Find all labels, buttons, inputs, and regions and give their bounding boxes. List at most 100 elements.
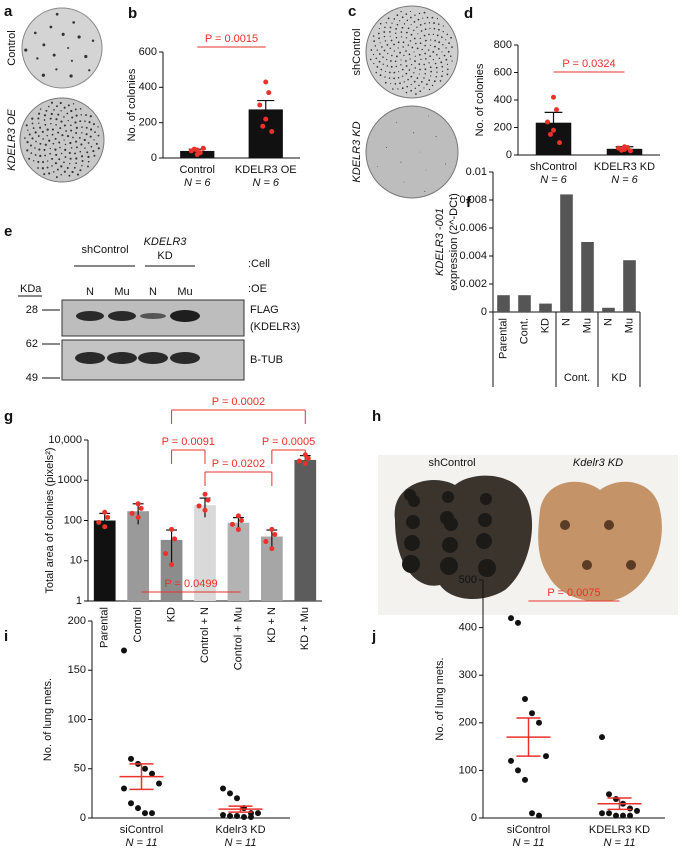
data-point	[545, 119, 550, 125]
colony	[79, 107, 82, 110]
y-tick-label: 400	[494, 94, 512, 106]
colony	[393, 77, 396, 80]
colony	[425, 169, 427, 171]
colony	[386, 58, 388, 61]
group-label: Cont.	[564, 372, 590, 384]
y-axis-label: KDELR3 -001	[434, 208, 446, 276]
colony	[39, 126, 42, 129]
colony	[60, 110, 62, 112]
data-point	[129, 510, 135, 516]
p-value: P = 0.0499	[164, 578, 217, 590]
bar	[194, 505, 216, 601]
colony	[34, 131, 37, 134]
data-point	[202, 491, 208, 497]
colony	[75, 146, 78, 149]
lane-label: Mu	[177, 286, 192, 298]
data-point	[536, 812, 542, 819]
colony	[408, 53, 411, 56]
colony	[72, 21, 75, 24]
colony	[87, 165, 89, 168]
plate	[21, 7, 103, 89]
colony	[49, 152, 51, 155]
colony	[31, 122, 34, 125]
colony	[414, 67, 416, 69]
colony	[413, 80, 416, 83]
colony	[95, 142, 98, 145]
y-tick-label: 1000	[58, 474, 82, 486]
colony	[52, 53, 56, 57]
colony	[379, 74, 382, 77]
colony	[382, 56, 384, 58]
colony	[395, 37, 398, 39]
colony	[42, 138, 44, 140]
colony	[424, 68, 427, 71]
colony	[445, 47, 447, 49]
colony	[51, 165, 53, 167]
colony	[37, 167, 39, 169]
y-tick-label: 0	[471, 812, 477, 824]
colony	[413, 51, 415, 53]
colony	[24, 48, 28, 52]
data-point	[529, 810, 535, 817]
data-point	[142, 810, 148, 817]
colony	[419, 90, 422, 93]
p-value: P = 0.0075	[547, 587, 600, 599]
data-point	[263, 79, 269, 85]
colony	[427, 49, 430, 51]
colony	[56, 168, 59, 171]
colony	[442, 43, 444, 46]
colony	[424, 39, 427, 42]
colony	[385, 22, 388, 24]
data-point	[200, 145, 206, 151]
colony	[32, 160, 35, 162]
data-point	[105, 514, 111, 520]
colony	[60, 165, 63, 168]
colony	[418, 84, 420, 87]
y-tick-label: 0.004	[459, 250, 487, 262]
band	[107, 352, 137, 364]
image-label: shControl	[428, 457, 475, 469]
colony	[435, 75, 438, 78]
y-tick-label: 200	[494, 121, 512, 133]
x-tick-label: Control + N	[199, 607, 211, 663]
data-point	[169, 562, 175, 568]
colony	[401, 36, 403, 38]
colony	[447, 50, 450, 53]
x-tick-label: siControl	[120, 824, 163, 836]
colony	[376, 49, 378, 51]
colony	[445, 58, 448, 61]
colony	[63, 161, 65, 164]
nodule	[444, 517, 458, 531]
colony	[431, 16, 434, 19]
colony	[441, 65, 444, 68]
colony	[389, 26, 392, 29]
colony	[55, 153, 58, 157]
colony	[71, 116, 74, 119]
colony	[390, 83, 392, 85]
data-point	[163, 551, 169, 557]
colony	[440, 61, 443, 64]
data-point	[156, 780, 162, 787]
colony	[97, 126, 99, 128]
colony	[50, 112, 53, 116]
colony	[74, 152, 76, 155]
colony	[383, 49, 386, 52]
colony	[50, 123, 52, 125]
colony	[417, 18, 420, 21]
colony	[78, 137, 81, 139]
colony	[400, 59, 402, 61]
colony	[384, 81, 387, 84]
colony	[441, 36, 443, 38]
data-point	[508, 757, 514, 764]
colony	[80, 114, 82, 116]
colony	[410, 75, 413, 78]
colony	[432, 33, 435, 36]
y-tick-label: 100	[68, 713, 86, 725]
data-point	[627, 805, 633, 812]
colony	[26, 149, 29, 152]
x-tick-label: N	[560, 318, 572, 326]
data-point	[255, 810, 261, 817]
colony	[433, 22, 435, 24]
colony	[399, 51, 401, 54]
x-tick-note: N = 11	[604, 837, 636, 849]
